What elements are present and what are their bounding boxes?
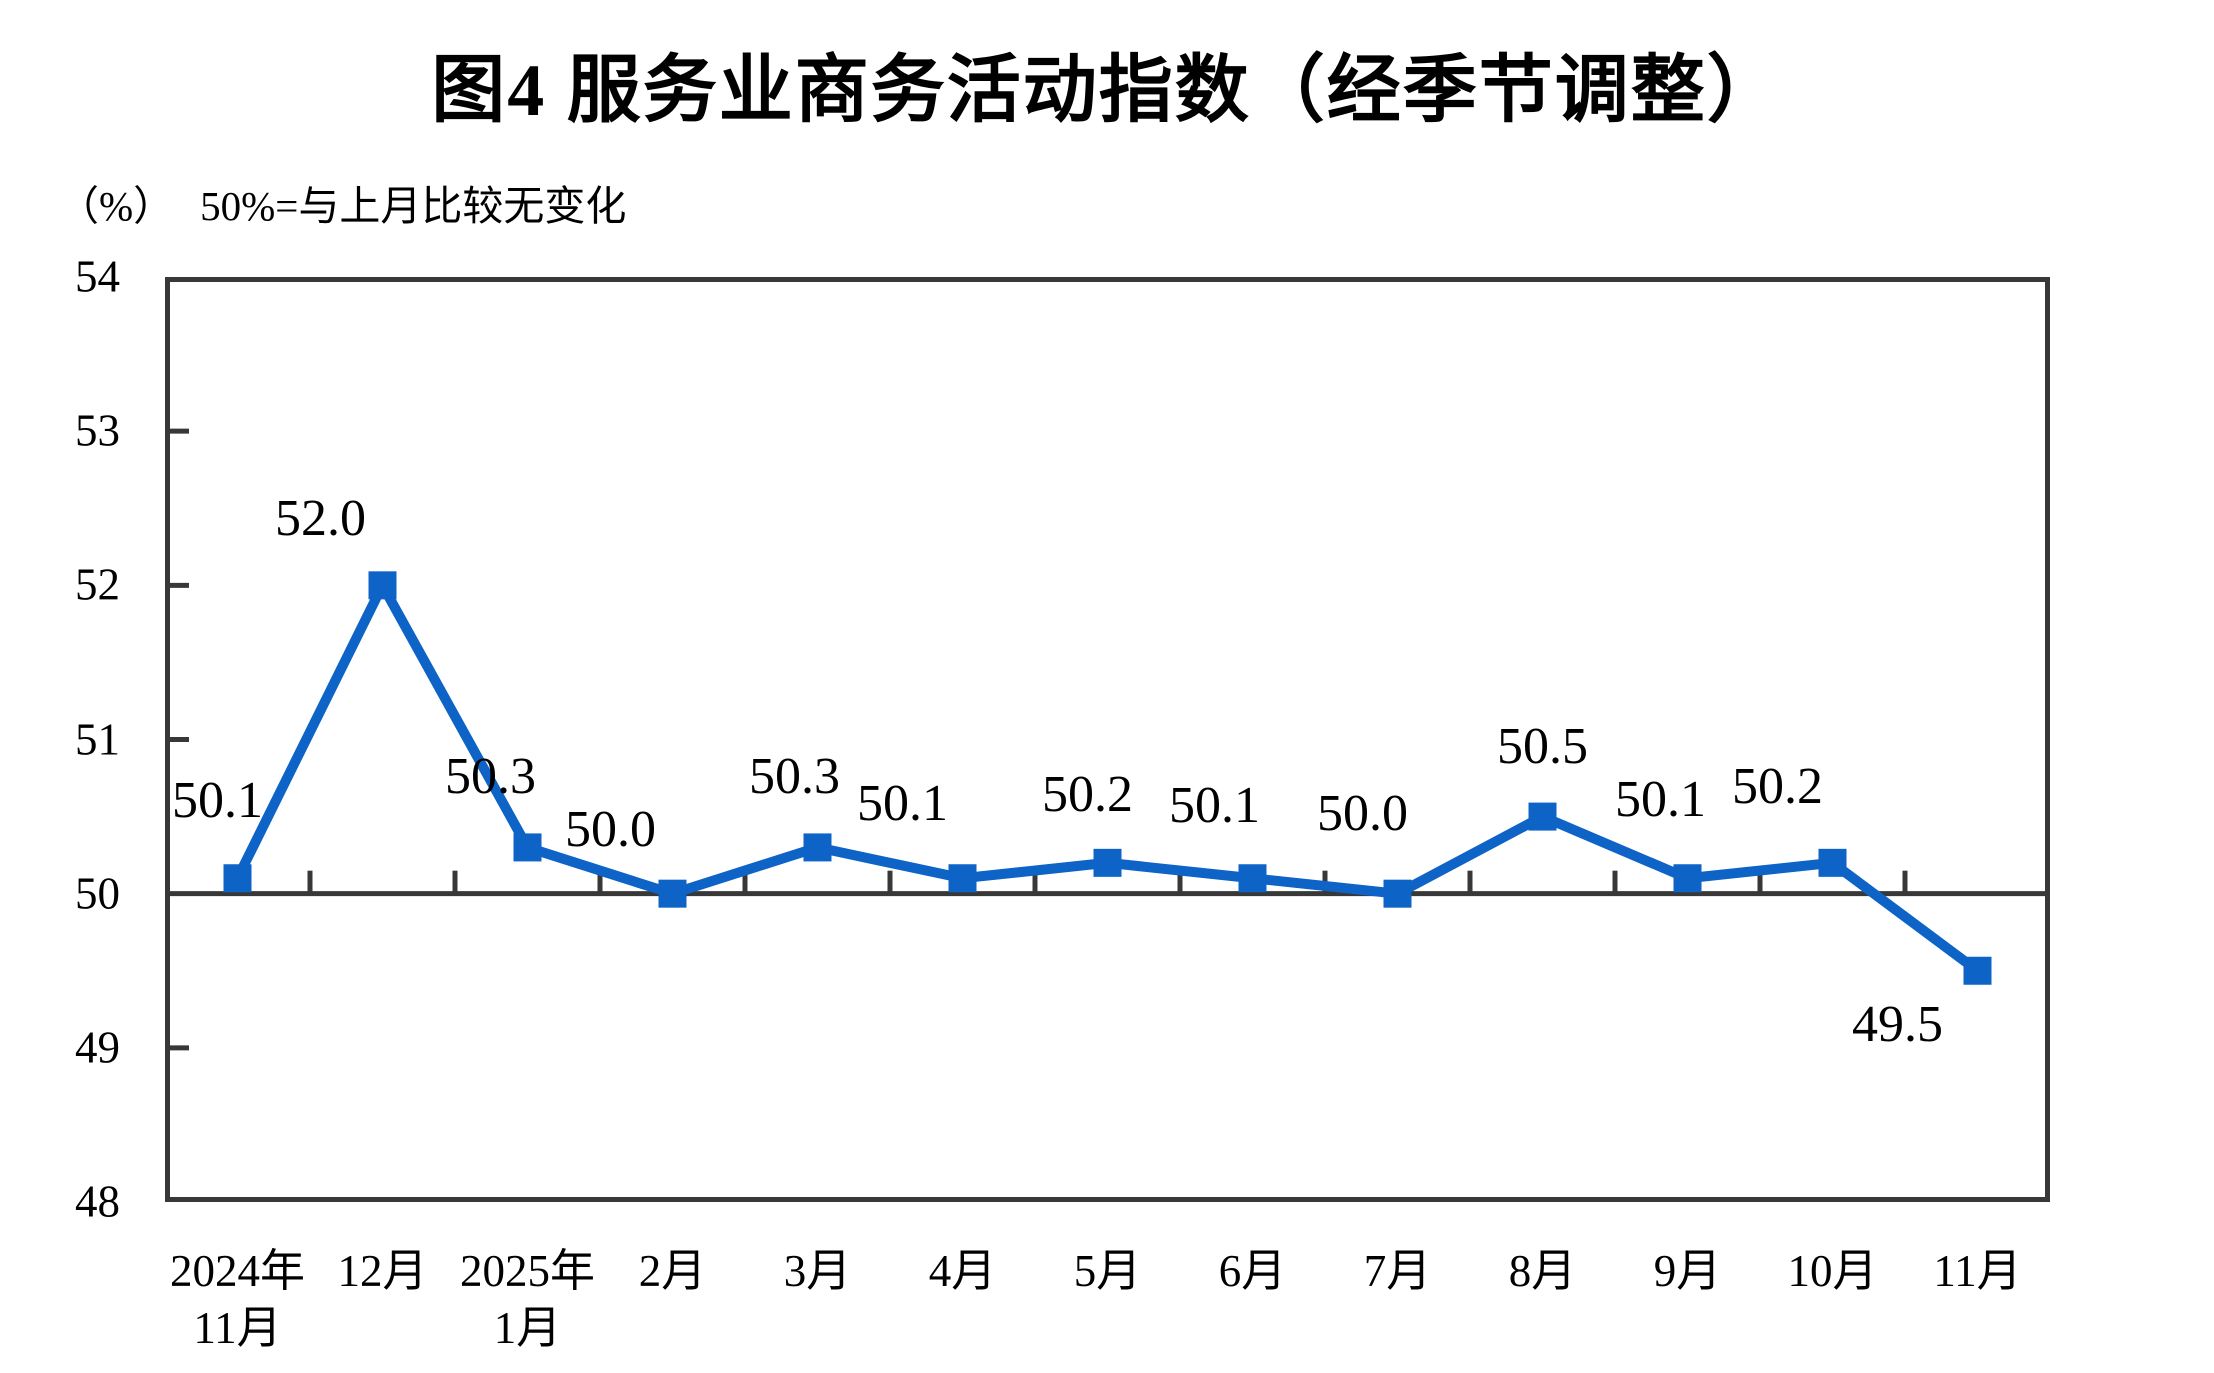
x-axis-label: 2月 [638, 1246, 707, 1296]
series-marker [1818, 848, 1847, 877]
series-marker [223, 864, 252, 893]
data-point-label: 50.0 [1317, 784, 1408, 842]
series-marker [1963, 956, 1992, 985]
data-point-label: 50.2 [1732, 757, 1823, 815]
y-axis-label: 49 [75, 1022, 120, 1073]
data-point-label: 49.5 [1852, 995, 1943, 1053]
y-axis-label: 50 [75, 868, 120, 919]
series-marker [1238, 864, 1267, 893]
data-point-label: 50.1 [857, 775, 948, 833]
y-axis-label: 52 [75, 559, 120, 610]
series-marker [1673, 864, 1702, 893]
y-axis-label: 53 [75, 405, 120, 456]
plot-area [165, 277, 2050, 1202]
data-point-label: 50.2 [1042, 765, 1133, 823]
x-axis-label: 10月 [1787, 1246, 1878, 1296]
x-axis-label: 6月 [1218, 1246, 1287, 1296]
x-axis-label: 12月 [337, 1246, 428, 1296]
series-marker [368, 571, 397, 600]
data-point-label: 50.3 [445, 748, 536, 806]
series-marker [1383, 879, 1412, 908]
chart-title: 图4 服务业商务活动指数（经季节调整） [431, 50, 1783, 132]
x-axis-label: 3月 [783, 1246, 852, 1296]
reference-line-note: 50%=与上月比较无变化 [200, 183, 627, 229]
y-axis-label: 51 [75, 714, 120, 764]
data-point-label: 50.5 [1497, 717, 1588, 775]
data-point-label: 50.3 [749, 748, 840, 806]
data-point-label: 52.0 [275, 490, 366, 548]
x-axis-label: 8月 [1508, 1246, 1577, 1296]
x-axis-label: 11月 [1933, 1246, 2022, 1296]
x-axis-label: 7月 [1363, 1246, 1432, 1296]
series-marker [658, 879, 687, 908]
y-axis-unit-label: （%） [58, 183, 175, 229]
y-axis-label: 48 [75, 1176, 120, 1227]
data-point-label: 50.0 [565, 800, 656, 858]
series-marker [513, 833, 542, 862]
data-point-label: 50.1 [172, 772, 263, 830]
x-axis-label: 9月 [1653, 1246, 1722, 1296]
x-axis-label: 2024年 11月 [169, 1246, 305, 1353]
data-point-label: 50.1 [1615, 771, 1706, 829]
plot-frame [165, 277, 2050, 1202]
series-marker [948, 864, 977, 893]
series-marker [803, 833, 832, 862]
series-marker [1528, 802, 1557, 831]
x-axis-label: 5月 [1073, 1246, 1142, 1296]
data-point-label: 50.1 [1169, 777, 1260, 835]
x-axis-label: 4月 [928, 1246, 997, 1296]
series-marker [1093, 848, 1122, 877]
y-axis-label: 54 [75, 251, 120, 302]
axis-unit-note: （%） 50%=与上月比较无变化 [58, 172, 626, 232]
x-axis-label: 2025年 1月 [459, 1246, 595, 1353]
